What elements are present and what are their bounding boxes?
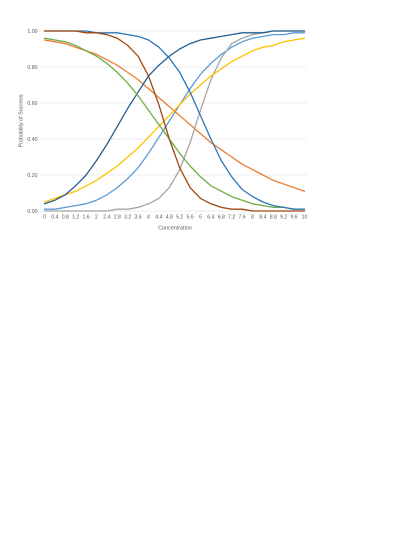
x-tick-label: 5.2: [176, 215, 183, 221]
x-tick-label: 7.6: [238, 215, 245, 221]
x-tick-label: 5.6: [186, 215, 193, 221]
y-tick-label: 0.40: [27, 137, 37, 143]
x-tick-label: 0.4: [51, 215, 58, 221]
x-tick-label: 2.8: [114, 215, 121, 221]
x-tick-label: 2.4: [103, 215, 110, 221]
series-lines: [43, 30, 306, 212]
y-axis-title: Probability of Success: [19, 94, 25, 147]
x-tick-label: 0: [43, 215, 46, 221]
x-tick-label: 10: [302, 215, 308, 221]
x-tick-label: 8.8: [270, 215, 277, 221]
y-tick-label: 0.20: [27, 173, 37, 179]
x-tick-label: 4.8: [166, 215, 173, 221]
x-tick-label: 8.4: [259, 215, 266, 221]
x-tick-label: 6.8: [218, 215, 225, 221]
y-tick-label: 1.00: [27, 29, 37, 35]
series-line-7: [43, 30, 306, 210]
x-tick-label: 6: [199, 215, 202, 221]
y-tick-labels: 0.00 0.20 0.40 0.60 0.80 1.00: [27, 29, 37, 215]
x-tick-labels: 0 0.4 0.8 1.2 1.6 2 2.4 2.8 3.2 3.6 4 4.4 4.8 5.2 5.6 6…: [43, 215, 307, 221]
x-tick-label: 6.4: [207, 215, 214, 221]
x-tick-label: 8: [251, 215, 254, 221]
x-tick-label: 4: [147, 215, 150, 221]
x-tick-label: 9.6: [290, 215, 297, 221]
x-tick-label: 1.2: [72, 215, 79, 221]
x-tick-label: 4.4: [155, 215, 162, 221]
y-tick-label: 0.00: [27, 209, 37, 215]
x-tick-label: 1.6: [82, 215, 89, 221]
series-line-6: [43, 37, 306, 210]
x-tick-label: 9.2: [280, 215, 287, 221]
series-line-1: [43, 32, 306, 210]
x-tick-label: 3.6: [134, 215, 141, 221]
x-tick-label: 3.2: [124, 215, 131, 221]
y-tick-label: 0.80: [27, 65, 37, 71]
series-line-4: [43, 37, 306, 203]
x-tick-label: 7.2: [228, 215, 235, 221]
y-tick-label: 0.60: [27, 101, 37, 107]
series-line-8: [43, 30, 306, 212]
x-axis-title: Concentration: [158, 226, 192, 232]
x-tick-label: 2: [95, 215, 98, 221]
x-tick-label: 0.8: [62, 215, 69, 221]
series-line-5: [43, 30, 306, 205]
